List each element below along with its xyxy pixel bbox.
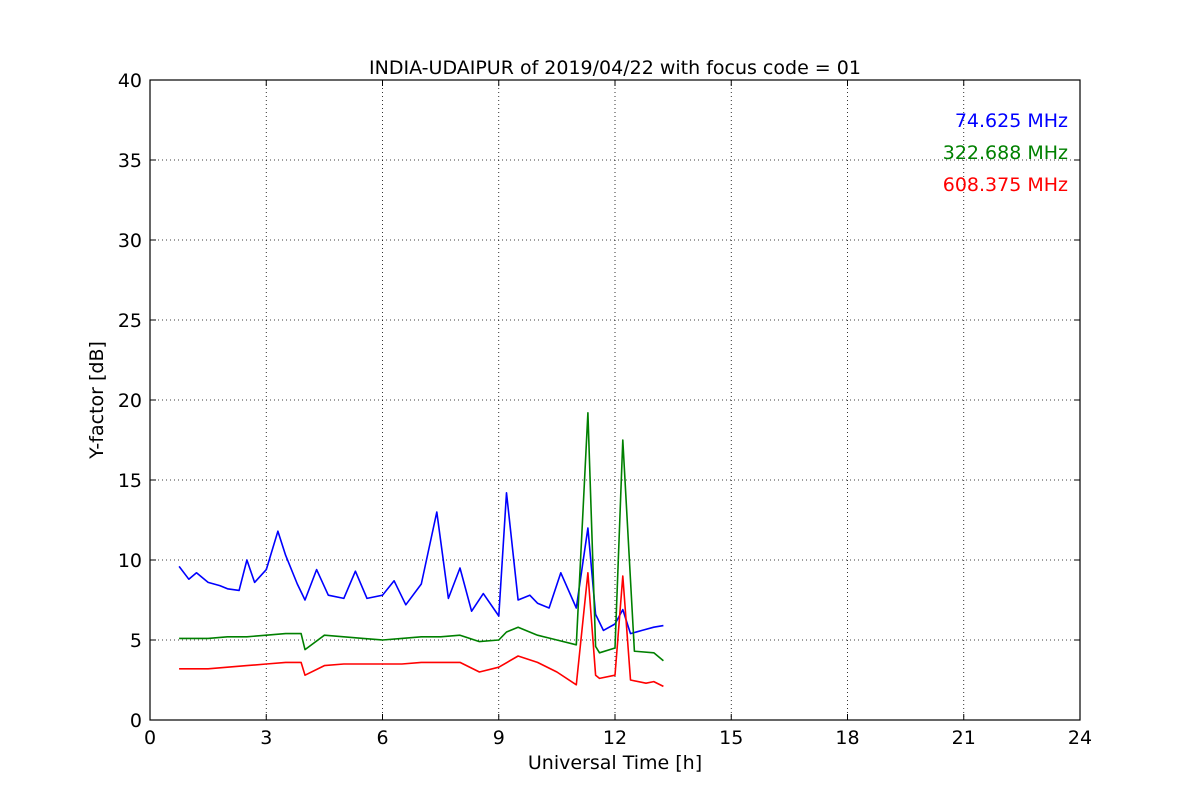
series-line-322-688-mhz bbox=[179, 411, 664, 662]
y-tick-labels: 0 5 10 15 20 25 30 35 40 bbox=[118, 70, 142, 732]
y-tick-label: 20 bbox=[118, 390, 142, 412]
x-tick-label: 12 bbox=[603, 727, 627, 749]
y-tick-label: 0 bbox=[130, 710, 142, 732]
y-tick-label: 10 bbox=[118, 550, 142, 572]
x-tick-label: 6 bbox=[376, 727, 388, 749]
legend-entry-74-625-mhz: 74.625 MHz bbox=[955, 110, 1068, 132]
plot-series bbox=[178, 411, 664, 688]
axis-ticks bbox=[149, 79, 1081, 721]
chart-title: INDIA-UDAIPUR of 2019/04/22 with focus c… bbox=[369, 57, 861, 79]
y-tick-label: 25 bbox=[118, 310, 142, 332]
x-tick-label: 9 bbox=[493, 727, 505, 749]
x-tick-label: 18 bbox=[835, 727, 859, 749]
x-tick-label: 0 bbox=[144, 727, 156, 749]
y-tick-label: 40 bbox=[118, 70, 142, 92]
x-tick-labels: 0 3 6 9 12 15 18 21 24 bbox=[144, 727, 1092, 749]
y-tick-label: 15 bbox=[118, 470, 142, 492]
y-axis-label: Y-factor [dB] bbox=[86, 341, 108, 460]
legend-entry-608-375-mhz: 608.375 MHz bbox=[943, 174, 1068, 196]
x-axis-label: Universal Time [h] bbox=[528, 752, 702, 774]
series-line-608-375-mhz bbox=[179, 571, 664, 688]
y-tick-label: 30 bbox=[118, 230, 142, 252]
x-tick-label: 3 bbox=[260, 727, 272, 749]
x-tick-label: 15 bbox=[719, 727, 743, 749]
legend-entry-322-688-mhz: 322.688 MHz bbox=[943, 142, 1068, 164]
legend: 74.625 MHz 322.688 MHz 608.375 MHz bbox=[943, 110, 1068, 196]
x-tick-label: 21 bbox=[952, 727, 976, 749]
y-tick-label: 5 bbox=[130, 630, 142, 652]
x-tick-label: 24 bbox=[1068, 727, 1092, 749]
y-tick-label: 35 bbox=[118, 150, 142, 172]
